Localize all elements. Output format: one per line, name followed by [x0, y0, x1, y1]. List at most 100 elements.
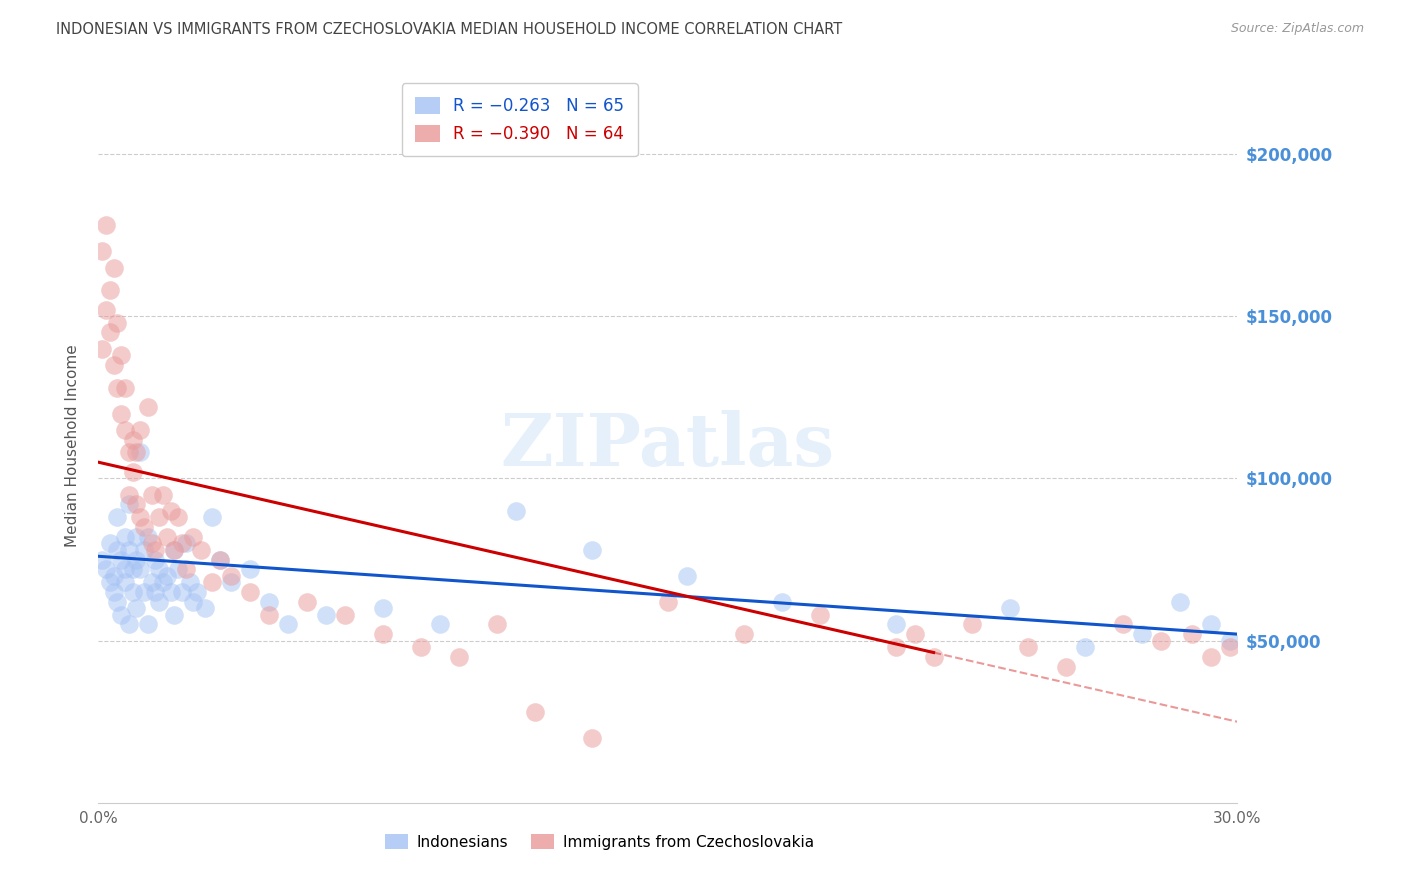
Point — [121, 465, 143, 479]
Point — [221, 575, 243, 590]
Point — [208, 552, 231, 566]
Point — [183, 595, 205, 609]
Point — [94, 302, 117, 317]
Point — [145, 542, 167, 557]
Point — [129, 510, 152, 524]
Point — [922, 649, 945, 664]
Point — [657, 595, 679, 609]
Point — [129, 562, 152, 576]
Point — [156, 568, 179, 582]
Point — [1181, 627, 1204, 641]
Point — [107, 316, 129, 330]
Point — [121, 585, 143, 599]
Point — [118, 542, 141, 557]
Point — [141, 488, 163, 502]
Point — [486, 617, 509, 632]
Point — [103, 585, 125, 599]
Point — [132, 585, 155, 599]
Point — [121, 433, 143, 447]
Point — [125, 552, 148, 566]
Point — [107, 595, 129, 609]
Point — [179, 575, 201, 590]
Point — [998, 601, 1021, 615]
Point — [884, 617, 907, 632]
Point — [145, 585, 167, 599]
Point — [201, 510, 224, 524]
Point — [129, 423, 152, 437]
Point — [136, 530, 159, 544]
Point — [91, 342, 114, 356]
Point — [136, 400, 159, 414]
Point — [524, 705, 547, 719]
Point — [676, 568, 699, 582]
Point — [277, 617, 299, 632]
Point — [94, 562, 117, 576]
Point — [960, 617, 983, 632]
Point — [170, 536, 193, 550]
Point — [808, 607, 831, 622]
Point — [118, 488, 141, 502]
Point — [904, 627, 927, 641]
Point — [1199, 649, 1222, 664]
Point — [91, 552, 114, 566]
Y-axis label: Median Household Income: Median Household Income — [65, 344, 80, 548]
Point — [152, 488, 174, 502]
Point — [141, 575, 163, 590]
Point — [411, 640, 433, 654]
Point — [371, 601, 394, 615]
Point — [125, 530, 148, 544]
Point — [125, 445, 148, 459]
Point — [1219, 633, 1241, 648]
Point — [239, 585, 262, 599]
Point — [449, 649, 471, 664]
Point — [107, 510, 129, 524]
Point — [114, 562, 136, 576]
Point — [118, 497, 141, 511]
Point — [259, 607, 281, 622]
Point — [110, 552, 132, 566]
Point — [103, 260, 125, 275]
Point — [1150, 633, 1173, 648]
Point — [581, 731, 603, 745]
Point — [315, 607, 337, 622]
Point — [98, 326, 121, 340]
Point — [114, 575, 136, 590]
Point — [91, 244, 114, 259]
Point — [1199, 617, 1222, 632]
Point — [107, 381, 129, 395]
Point — [170, 585, 193, 599]
Point — [163, 542, 186, 557]
Point — [118, 445, 141, 459]
Point — [505, 504, 527, 518]
Point — [94, 219, 117, 233]
Legend: Indonesians, Immigrants from Czechoslovakia: Indonesians, Immigrants from Czechoslova… — [378, 828, 821, 855]
Point — [136, 617, 159, 632]
Point — [770, 595, 793, 609]
Point — [132, 542, 155, 557]
Point — [1219, 640, 1241, 654]
Point — [429, 617, 451, 632]
Point — [148, 562, 170, 576]
Point — [110, 407, 132, 421]
Point — [114, 530, 136, 544]
Point — [167, 510, 190, 524]
Point — [239, 562, 262, 576]
Point — [159, 585, 181, 599]
Point — [259, 595, 281, 609]
Point — [103, 568, 125, 582]
Point — [107, 542, 129, 557]
Point — [1132, 627, 1154, 641]
Point — [159, 504, 181, 518]
Point — [114, 423, 136, 437]
Point — [141, 536, 163, 550]
Point — [163, 607, 186, 622]
Point — [110, 348, 132, 362]
Point — [129, 445, 152, 459]
Point — [103, 358, 125, 372]
Text: Source: ZipAtlas.com: Source: ZipAtlas.com — [1230, 22, 1364, 36]
Point — [125, 601, 148, 615]
Point — [733, 627, 755, 641]
Point — [118, 617, 141, 632]
Point — [1170, 595, 1192, 609]
Point — [156, 530, 179, 544]
